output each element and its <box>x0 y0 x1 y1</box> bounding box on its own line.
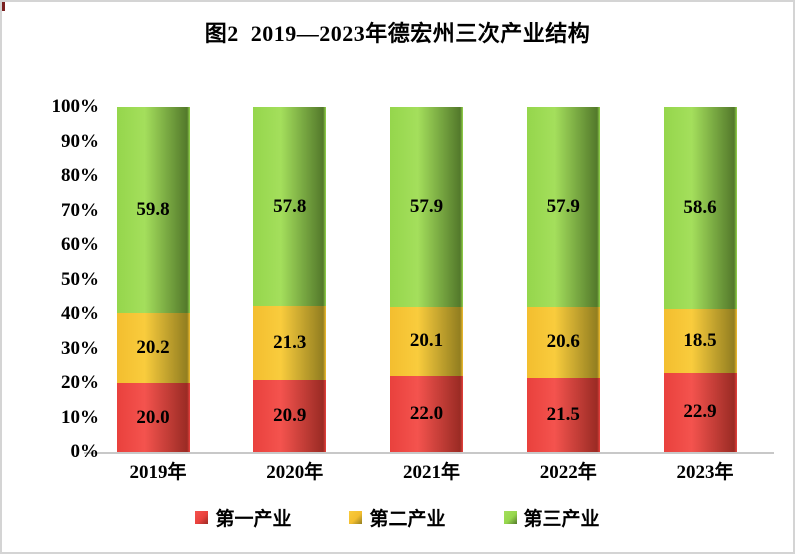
chart-title: 图2 2019—2023年德宏州三次产业结构 <box>204 21 591 46</box>
legend-label: 第一产业 <box>215 509 292 530</box>
bar-segment-series1: 20.9 <box>253 379 327 452</box>
x-axis-tick-label: 2021年 <box>402 462 460 483</box>
y-axis-tick-label: 30% <box>61 337 99 359</box>
bar-segment-series1: 20.0 <box>116 383 190 452</box>
corner-artifact <box>2 2 5 11</box>
y-axis-tick-label: 50% <box>61 268 99 290</box>
bar-segment-series3: 58.6 <box>663 107 737 310</box>
x-axis-tick-label: 2020年 <box>266 462 324 483</box>
bar-data-label: 22.0 <box>409 403 444 425</box>
bar-data-label: 20.0 <box>136 406 170 428</box>
x-axis-tick-label: 2019年 <box>129 462 187 483</box>
legend-swatch <box>503 511 517 524</box>
y-axis-tick-label: 40% <box>61 303 99 324</box>
legend-swatch <box>349 511 363 524</box>
bar-data-label: 20.9 <box>273 404 307 426</box>
y-axis-tick-label: 100% <box>51 96 100 117</box>
bar-segment-series2: 20.2 <box>116 313 190 383</box>
legend-label: 第三产业 <box>523 509 600 530</box>
legend-label: 第二产业 <box>369 509 446 530</box>
bar-data-label: 21.3 <box>273 332 307 354</box>
x-axis-tick-label: 2023年 <box>676 462 734 483</box>
bar-data-label: 57.8 <box>273 195 307 217</box>
bar-segment-series2: 18.5 <box>663 309 737 373</box>
y-axis-tick-label: 20% <box>61 372 99 393</box>
bar-segment-series1: 22.9 <box>663 372 737 452</box>
y-axis-tick-label: 80% <box>61 165 99 186</box>
legend-swatch <box>195 511 209 524</box>
legend-item-series1: 第一产业 <box>195 504 291 531</box>
bar-segment-series3: 59.8 <box>116 107 190 314</box>
legend: 第一产业 第二产业 第三产业 <box>2 504 793 531</box>
bar-segment-series2: 20.6 <box>526 306 600 378</box>
bar-segment-series3: 57.9 <box>526 107 600 307</box>
bar-data-label: 59.8 <box>136 199 170 221</box>
bar-segment-series2: 21.3 <box>253 306 327 380</box>
bar-segment-series2: 20.1 <box>390 306 463 377</box>
bar-segment-series3: 57.8 <box>253 107 327 307</box>
bar-data-label: 57.9 <box>546 195 580 217</box>
bar-data-label: 20.2 <box>136 337 170 359</box>
bar-data-label: 20.1 <box>409 330 444 352</box>
bar-segment-series3: 57.9 <box>390 107 463 307</box>
y-axis-tick-label: 60% <box>61 234 99 255</box>
bar-segment-series1: 21.5 <box>526 377 600 452</box>
bar-data-label: 18.5 <box>683 330 717 352</box>
bar-segment-series1: 22.0 <box>390 376 463 452</box>
bar-data-label: 22.9 <box>683 401 717 423</box>
y-axis-tick-label: 70% <box>61 199 99 221</box>
y-axis-tick-label: 0% <box>70 441 100 462</box>
bar-data-label: 57.9 <box>409 195 444 217</box>
bar-data-label: 21.5 <box>546 403 580 425</box>
bar-data-label: 20.6 <box>546 331 580 353</box>
legend-item-series3: 第三产业 <box>503 504 600 531</box>
bar-data-label: 58.6 <box>683 197 717 219</box>
y-axis-tick-label: 10% <box>61 406 99 428</box>
legend-item-series2: 第二产业 <box>349 504 446 531</box>
x-axis-tick-label: 2022年 <box>539 462 597 483</box>
x-axis-line <box>84 452 774 454</box>
y-axis-tick-label: 90% <box>61 130 99 152</box>
